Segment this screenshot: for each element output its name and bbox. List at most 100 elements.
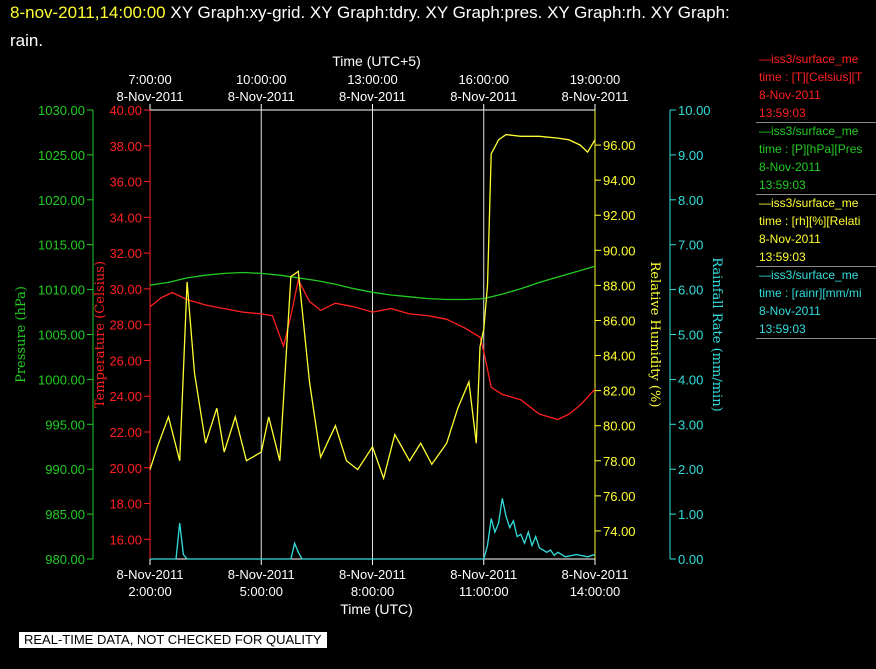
legend-entry-title: —iss3/surface_me [759, 52, 859, 66]
humidity-tick-label: 90.00 [603, 243, 636, 258]
x-top-tick-time: 13:00:00 [347, 72, 398, 87]
quality-notice: REAL-TIME DATA, NOT CHECKED FOR QUALITY [19, 632, 327, 648]
legend-divider [756, 122, 876, 123]
pressure-tick-label: 990.00 [45, 462, 85, 477]
pressure-tick-label: 985.00 [45, 507, 85, 522]
legend-entry-desc: time : [T][Celsius][T [759, 70, 863, 84]
temperature-tick-label: 20.00 [109, 461, 142, 476]
rain-tick-label: 3.00 [678, 417, 703, 432]
rain-tick-label: 8.00 [678, 193, 703, 208]
legend-divider [756, 266, 876, 267]
humidity-tick-label: 84.00 [603, 349, 636, 364]
header-title-continued: rain. [10, 31, 44, 50]
x-bottom-tick-date: 8-Nov-2011 [117, 567, 184, 582]
legend-entry-date: 8-Nov-2011 [759, 232, 821, 246]
temperature-tick-label: 18.00 [109, 497, 142, 512]
temperature-tick-label: 24.00 [109, 389, 142, 404]
x-top-axis-label: Time (UTC+5) [332, 53, 421, 69]
temperature-tick-label: 28.00 [109, 318, 142, 333]
legend-entry-title: —iss3/surface_me [759, 124, 859, 138]
series-line-humidity [149, 133, 596, 481]
rain-axis-label: Rainfall Rate (mm/min) [709, 257, 724, 411]
pressure-tick-label: 1005.00 [38, 328, 85, 343]
legend-entry-time: 13:59:03 [759, 178, 806, 192]
legend-entry-time: 13:59:03 [759, 322, 806, 336]
header-timestamp: 8-nov-2011,14:00:00 [10, 3, 166, 22]
humidity-tick-label: 88.00 [603, 278, 636, 293]
legend-entry-title: —iss3/surface_me [759, 196, 859, 210]
humidity-tick-label: 78.00 [603, 454, 636, 469]
series-line-rain [150, 498, 596, 560]
humidity-tick-label: 92.00 [603, 208, 636, 223]
rain-tick-label: 4.00 [678, 372, 703, 387]
series-line-temperature [149, 277, 596, 421]
pressure-tick-label: 1030.00 [38, 103, 85, 118]
header-title: XY Graph:xy-grid. XY Graph:tdry. XY Grap… [170, 3, 730, 22]
x-top-tick-date: 8-Nov-2011 [562, 89, 629, 104]
temperature-tick-label: 34.00 [109, 210, 142, 225]
x-top-tick-time: 7:00:00 [128, 72, 171, 87]
rain-tick-label: 9.00 [678, 148, 703, 163]
x-bottom-tick-date: 8-Nov-2011 [562, 567, 629, 582]
x-top-tick-date: 8-Nov-2011 [450, 89, 517, 104]
x-bottom-axis-label: Time (UTC) [340, 601, 413, 617]
pressure-tick-label: 1025.00 [38, 148, 85, 163]
rain-tick-label: 0.00 [678, 552, 703, 567]
legend-entry-date: 8-Nov-2011 [759, 304, 821, 318]
x-top-tick-date: 8-Nov-2011 [117, 89, 184, 104]
temperature-tick-label: 36.00 [109, 175, 142, 190]
humidity-tick-label: 94.00 [603, 173, 636, 188]
header-line-1: 8-nov-2011,14:00:00 XY Graph:xy-grid. XY… [10, 3, 730, 23]
x-top-tick-date: 8-Nov-2011 [339, 89, 406, 104]
humidity-axis-label: Relative Humidity (%) [647, 262, 662, 408]
rain-tick-label: 1.00 [678, 507, 703, 522]
x-bottom-tick-time: 8:00:00 [351, 584, 394, 599]
humidity-tick-label: 96.00 [603, 138, 636, 153]
legend-entry-date: 8-Nov-2011 [759, 88, 821, 102]
legend-entry-desc: time : [P][hPa][Pres [759, 142, 863, 156]
legend-divider [756, 194, 876, 195]
header-line-2: rain. [10, 31, 43, 51]
x-bottom-tick-date: 8-Nov-2011 [450, 567, 517, 582]
humidity-tick-label: 80.00 [603, 419, 636, 434]
humidity-tick-label: 74.00 [603, 524, 636, 539]
pressure-tick-label: 995.00 [45, 417, 85, 432]
humidity-tick-label: 86.00 [603, 313, 636, 328]
x-bottom-tick-date: 8-Nov-2011 [339, 567, 406, 582]
legend-entry-date: 8-Nov-2011 [759, 160, 821, 174]
legend-entry-time: 13:59:03 [759, 106, 806, 120]
rain-tick-label: 2.00 [678, 462, 703, 477]
rain-tick-label: 5.00 [678, 328, 703, 343]
legend-entry-desc: time : [rainr][mm/mi [759, 286, 862, 300]
pressure-axis-label: Pressure (hPa) [14, 286, 29, 383]
x-top-tick-time: 16:00:00 [458, 72, 509, 87]
x-top-tick-time: 19:00:00 [570, 72, 621, 87]
temperature-tick-label: 32.00 [109, 246, 142, 261]
x-top-tick-date: 8-Nov-2011 [228, 89, 295, 104]
series-line-pressure [149, 265, 596, 301]
temperature-tick-label: 26.00 [109, 353, 142, 368]
temperature-tick-label: 30.00 [109, 282, 142, 297]
x-top-tick-time: 10:00:00 [236, 72, 287, 87]
x-bottom-tick-time: 14:00:00 [570, 584, 621, 599]
pressure-tick-label: 1000.00 [38, 372, 85, 387]
humidity-tick-label: 82.00 [603, 384, 636, 399]
humidity-tick-label: 76.00 [603, 489, 636, 504]
temperature-axis-label: Temperature (Celsius) [93, 261, 108, 408]
pressure-tick-label: 980.00 [45, 552, 85, 567]
x-bottom-tick-time: 2:00:00 [128, 584, 171, 599]
rain-tick-label: 6.00 [678, 283, 703, 298]
rain-tick-label: 10.00 [678, 103, 711, 118]
legend-entry-title: —iss3/surface_me [759, 268, 859, 282]
x-bottom-tick-time: 5:00:00 [240, 584, 283, 599]
temperature-tick-label: 22.00 [109, 425, 142, 440]
legend-entry-desc: time : [rh][%][Relati [759, 214, 861, 228]
rain-tick-label: 7.00 [678, 238, 703, 253]
pressure-tick-label: 1020.00 [38, 193, 85, 208]
pressure-tick-label: 1015.00 [38, 238, 85, 253]
